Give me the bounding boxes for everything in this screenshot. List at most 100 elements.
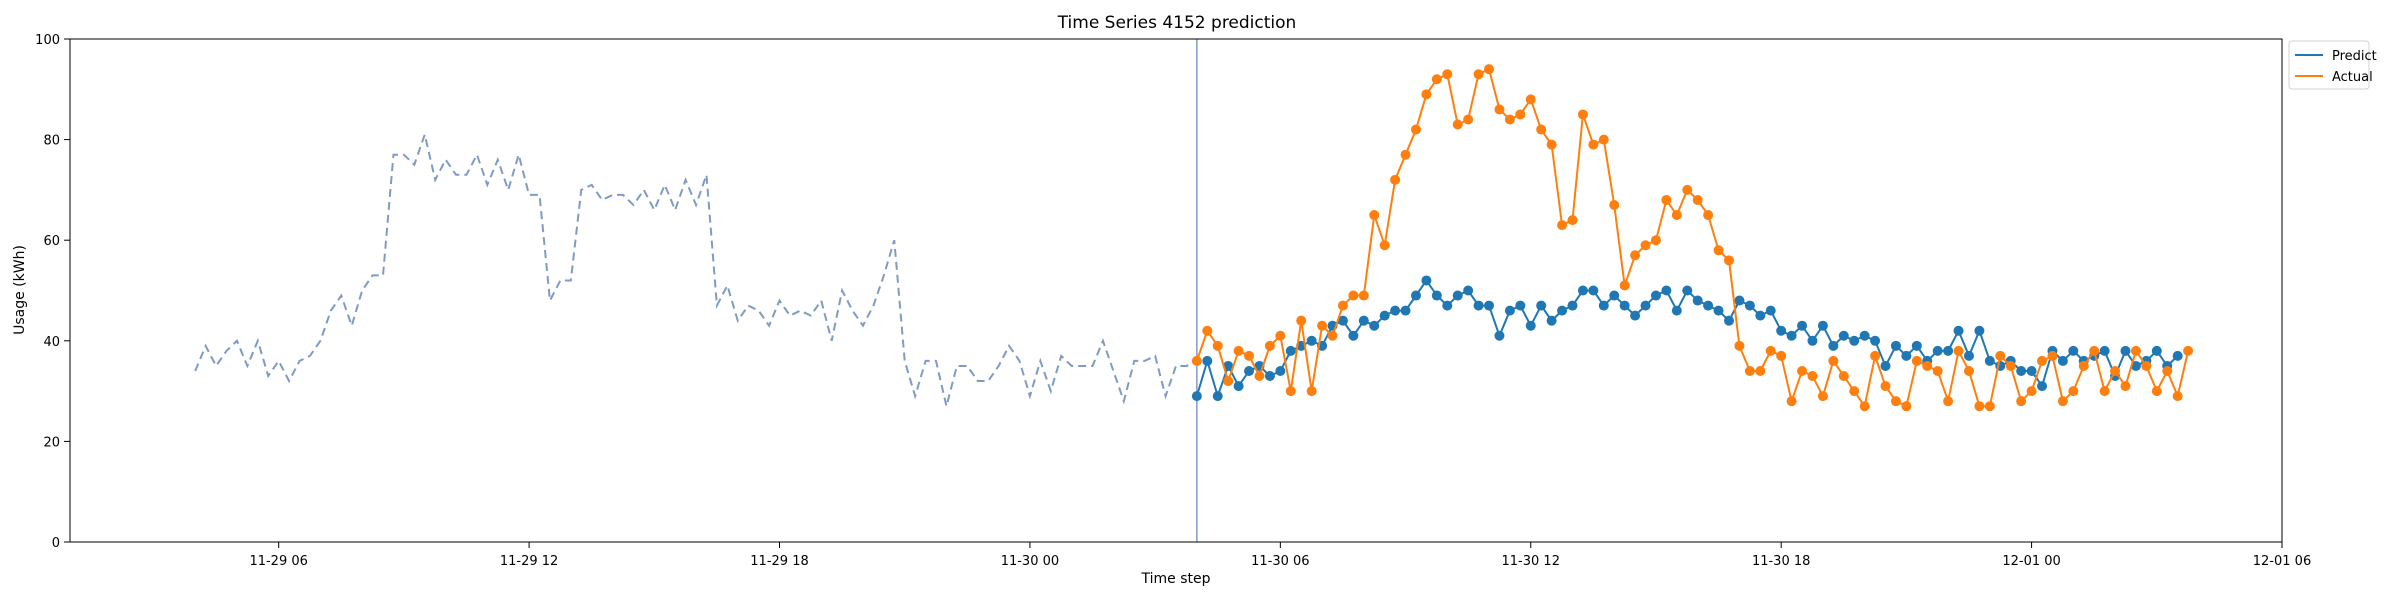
actual-point [2099,386,2110,397]
actual-point [2141,360,2152,371]
predict-point [1703,300,1714,311]
actual-point [1838,371,1849,382]
predict-point [2068,345,2079,356]
actual-point [2110,365,2121,376]
predict-point [1797,320,1808,331]
predict-point [1619,300,1630,311]
legend-label-actual: Actual [2332,70,2373,85]
actual-point [1202,325,1213,336]
actual-point [1890,396,1901,407]
y-tick-label: 100 [35,33,60,48]
actual-point [1963,365,1974,376]
predict-point [1901,350,1912,361]
actual-point [1755,365,1766,376]
actual-point [1922,360,1933,371]
y-axis-label: Usage (kWh) [12,245,28,335]
actual-point [1525,94,1536,105]
predict-point [2099,345,2110,356]
actual-point [1692,194,1703,205]
predict-point [1880,360,1891,371]
predict-point [1233,381,1244,392]
predict-point [1671,305,1682,316]
y-tick-label: 20 [43,435,60,450]
chart-title: Time Series 4152 prediction [1057,13,1297,33]
actual-point [1327,330,1338,341]
actual-point [1212,340,1223,351]
predict-point [1567,300,1578,311]
predict-point [1838,330,1849,341]
actual-point [1984,401,1995,412]
predict-point [1577,285,1588,296]
predict-point [1974,325,1985,336]
predict-point [1390,305,1401,316]
predict-point [2026,365,2037,376]
predict-point [2037,381,2048,392]
predict-point [1410,290,1421,301]
plot-frame [69,38,2283,543]
predict-point [1859,330,1870,341]
predict-point [2120,345,2131,356]
y-tick-label: 0 [52,536,60,551]
predict-point [1734,295,1745,306]
actual-point [1609,199,1620,210]
actual-point [1828,355,1839,366]
predict-point [1776,325,1787,336]
x-tick-label: 11-29 18 [750,554,808,569]
actual-point [1557,220,1568,231]
actual-point [1901,401,1912,412]
actual-point [1807,371,1818,382]
predict-point [1275,365,1286,376]
actual-point [1337,300,1348,311]
actual-point [1713,245,1724,256]
actual-point [1358,290,1369,301]
actual-point [1244,350,1255,361]
ticks: 0 20 40 60 80 100 11-29 06 11-29 12 11-29 18 11-3… [35,33,2311,569]
predict-point [1640,300,1651,311]
predict-point [1379,310,1390,321]
predict-point [1264,371,1275,382]
x-tick-label: 11-30 12 [1502,554,1560,569]
x-tick-label: 12-01 00 [2002,554,2060,569]
predict-point [2172,350,2183,361]
actual-point [1703,210,1714,221]
actual-point [1932,365,1943,376]
predict-point [1588,285,1599,296]
predict-point [1431,290,1442,301]
legend-label-predict: Predict [2332,49,2377,64]
predict-point [1484,300,1495,311]
actual-point [1442,69,1453,80]
predict-point [1870,335,1881,346]
actual-point [1765,345,1776,356]
legend: Predict Actual [2288,40,2377,90]
predict-point [1598,300,1609,311]
actual-point [1504,114,1515,125]
predict-point [2057,355,2068,366]
actual-point [1588,139,1599,150]
actual-point [2183,345,2194,356]
actual-point [2068,386,2079,397]
x-tick-label: 11-30 00 [1001,554,1059,569]
actual-point [1640,240,1651,251]
predict-point [1755,310,1766,321]
actual-point [1953,345,1964,356]
actual-point [1671,210,1682,221]
predict-point [1191,391,1202,402]
actual-point [2078,360,2089,371]
actual-point [2026,386,2037,397]
actual-point [1285,386,1296,397]
predict-point [1911,340,1922,351]
predict-point [1984,355,1995,366]
predict-point [1765,305,1776,316]
actual-point [1484,64,1495,75]
actual-point [1191,355,1202,366]
predict-point [1515,300,1526,311]
actual-point [1306,386,1317,397]
actual-point [2057,396,2068,407]
actual-point [1369,210,1380,221]
predict-point [1452,290,1463,301]
predict-point [1744,300,1755,311]
x-tick-label: 11-30 06 [1251,554,1309,569]
actual-point [1421,89,1432,100]
actual-point [1849,386,1860,397]
